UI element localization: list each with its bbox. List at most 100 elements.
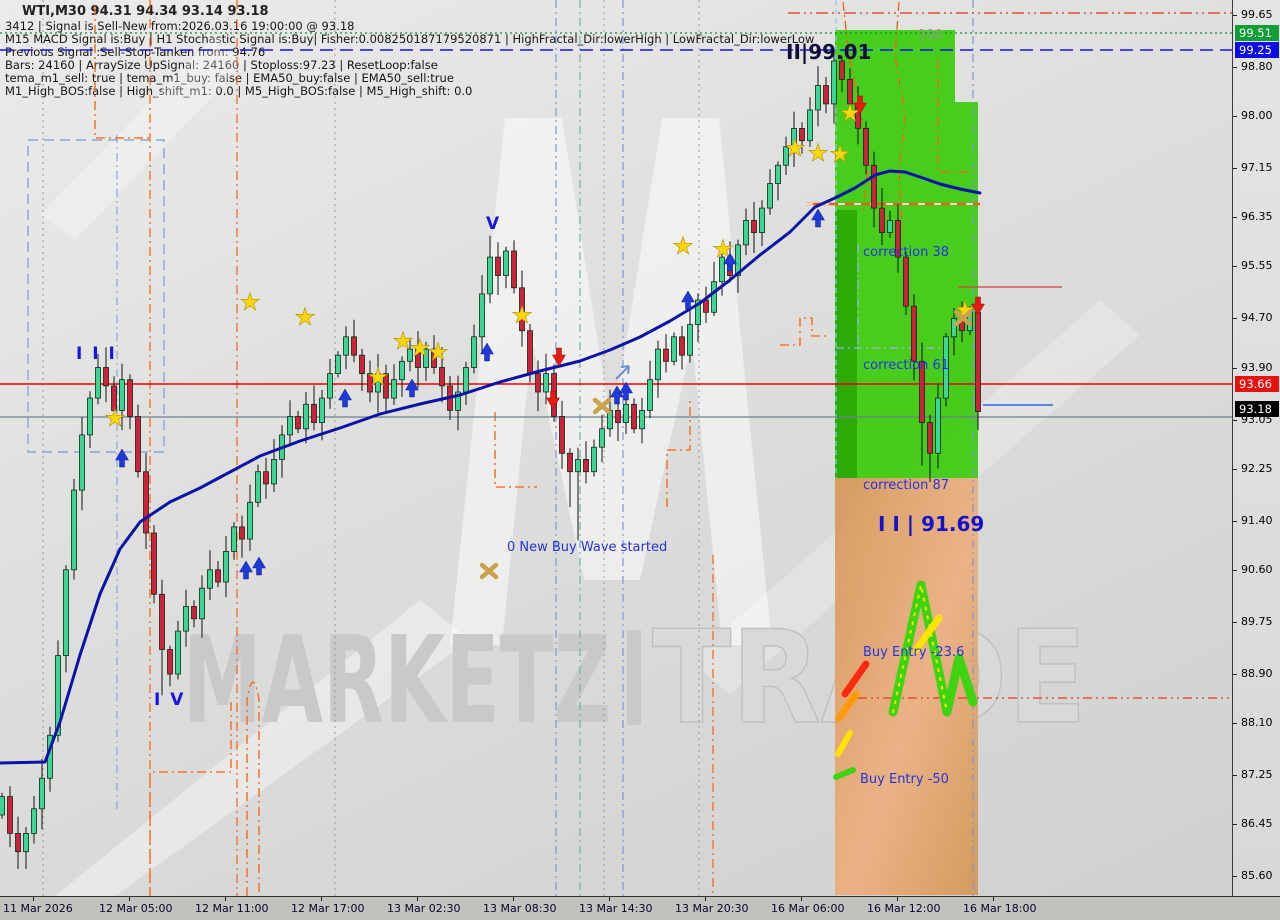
- price-tick-label: 98.80: [1241, 60, 1273, 74]
- star-icon: ★: [672, 232, 694, 260]
- price-scale[interactable]: 99.65 98.80 98.00 97.15 96.35 95.55 94.70 93.90…: [1232, 0, 1280, 896]
- price-badge-93-18: 93.18: [1235, 401, 1279, 417]
- star-icon: ★: [409, 334, 431, 362]
- time-tick-label: 16 Mar 12:00: [867, 902, 941, 915]
- buy-arrow-icon: [811, 208, 825, 228]
- star-icon: ★: [784, 134, 806, 162]
- buy-arrow-icon: [619, 381, 633, 401]
- time-tick-mark: [801, 897, 802, 901]
- price-tick-mark: [1233, 569, 1237, 571]
- time-tick-label: 16 Mar 18:00: [963, 902, 1037, 915]
- symbol-ohlc-line: WTI,M30 94.31 94.34 93.14 93.18: [22, 4, 269, 19]
- star-icon: ★: [427, 338, 449, 366]
- candlestick-series: [0, 53, 981, 869]
- price-tick-label: 89.75: [1241, 614, 1273, 628]
- star-icon: ★: [294, 303, 316, 331]
- time-tick-mark: [33, 897, 34, 901]
- vertical-separator-lines: [42, 0, 974, 896]
- buy-arrow-icon: [239, 560, 253, 580]
- star-icon: ★: [807, 139, 829, 167]
- price-tick-label: 90.60: [1241, 562, 1273, 576]
- price-tick-mark: [1233, 621, 1237, 623]
- buy-arrow-icon: [480, 342, 494, 362]
- tema-ema-line: tema_m1_sell: true | tema_m1_buy: false …: [5, 71, 454, 85]
- time-tick-mark: [993, 897, 994, 901]
- time-tick-label: 16 Mar 06:00: [771, 902, 845, 915]
- time-tick-mark: [225, 897, 226, 901]
- time-scale[interactable]: 11 Mar 2026 12 Mar 05:00 12 Mar 11:00 12 Ma…: [0, 896, 1280, 920]
- dashed-range-box: [27, 139, 165, 453]
- time-tick-label: 12 Mar 05:00: [99, 902, 173, 915]
- time-tick-label: 11 Mar 2026: [3, 902, 73, 915]
- macd-stochastic-line: M15 MACD Signal is:Buy | H1 Stochastic S…: [5, 32, 815, 46]
- time-tick-label: 13 Mar 02:30: [387, 902, 461, 915]
- time-tick-label: 12 Mar 11:00: [195, 902, 269, 915]
- price-badge-99-51: 99.51: [1235, 25, 1279, 41]
- time-tick-label: 13 Mar 08:30: [483, 902, 557, 915]
- price-tick-mark: [1233, 67, 1237, 69]
- price-tick-label: 97.15: [1241, 161, 1273, 175]
- price-tick-label: 95.55: [1241, 259, 1273, 273]
- time-tick-label: 13 Mar 20:30: [675, 902, 749, 915]
- price-tick-label: 93.90: [1241, 360, 1273, 374]
- price-tick-mark: [1233, 876, 1237, 878]
- previous-signal-line: Previous Signal :Sell-Stop-Tanken from: …: [5, 45, 266, 59]
- signal-zones: [835, 30, 978, 895]
- price-tick-label: 99.65: [1241, 8, 1273, 21]
- price-tick-label: 92.25: [1241, 461, 1273, 475]
- signal-line: 3412 | Signal is Sell-New from:2026.03.1…: [5, 19, 355, 33]
- price-tick-label: 98.00: [1241, 109, 1273, 123]
- price-tick-mark: [1233, 419, 1237, 421]
- time-tick-mark: [705, 897, 706, 901]
- star-icon: ★: [511, 301, 533, 329]
- buy-arrow-icon: [115, 448, 129, 468]
- price-tick-label: 88.90: [1241, 667, 1273, 680]
- time-tick-mark: [129, 897, 130, 901]
- price-tick-label: 87.25: [1241, 768, 1273, 782]
- buy-arrow-icon: [610, 385, 624, 405]
- time-tick-mark: [417, 897, 418, 901]
- time-tick-label: 13 Mar 14:30: [579, 902, 653, 915]
- price-tick-mark: [1233, 266, 1237, 268]
- star-icon: ★: [392, 327, 414, 355]
- price-tick-label: 86.45: [1241, 817, 1273, 831]
- price-tick-mark: [1233, 168, 1237, 170]
- buy-arrow-icon: [723, 252, 737, 272]
- price-tick-mark: [1233, 15, 1237, 16]
- price-tick-mark: [1233, 367, 1237, 369]
- sell-arrow-icon: [546, 390, 560, 410]
- price-tick-label: 96.35: [1241, 210, 1273, 224]
- chart-canvas[interactable]: MARKETZTRADE★★★★★★★★★★★★★★★: [0, 0, 1232, 896]
- buy-arrow-icon: [338, 388, 352, 408]
- time-tick-mark: [609, 897, 610, 901]
- x-mark-icon: [479, 562, 499, 580]
- price-badge-93-66: 93.66: [1235, 376, 1279, 392]
- star-icon: ★: [829, 140, 851, 168]
- time-tick-mark: [897, 897, 898, 901]
- star-icon: ★: [239, 288, 261, 316]
- bars-stoploss-line: Bars: 24160 | ArraySize UpSignal: 24160 …: [5, 58, 438, 72]
- ne-cursor-icon: [615, 365, 630, 380]
- buy-arrow-icon: [252, 556, 266, 576]
- price-tick-label: 85.60: [1241, 869, 1273, 883]
- price-tick-mark: [1233, 520, 1237, 522]
- pattern-squiggles: [833, 580, 978, 780]
- price-tick-mark: [1233, 217, 1237, 219]
- buy-arrow-icon: [405, 378, 419, 398]
- ma-line: [0, 169, 982, 765]
- price-tick-mark: [1233, 116, 1237, 118]
- price-badge-99-25: 99.25: [1235, 42, 1279, 58]
- price-tick-mark: [1233, 318, 1237, 320]
- buy-arrow-icon: [681, 290, 695, 310]
- sell-arrow-icon: [971, 296, 985, 316]
- sell-arrow-icon: [853, 95, 867, 115]
- star-icon: ★: [104, 404, 126, 432]
- price-tick-mark: [1233, 468, 1237, 470]
- watermark-marketz: MARKETZ: [183, 612, 611, 751]
- price-tick-label: 88.10: [1241, 716, 1273, 729]
- price-tick-label: 94.70: [1241, 311, 1273, 325]
- sell-arrow-icon: [552, 347, 566, 367]
- bos-shift-line: M1_High_BOS:false | High_shift_m1: 0.0 |…: [5, 84, 473, 98]
- time-tick-mark: [513, 897, 514, 901]
